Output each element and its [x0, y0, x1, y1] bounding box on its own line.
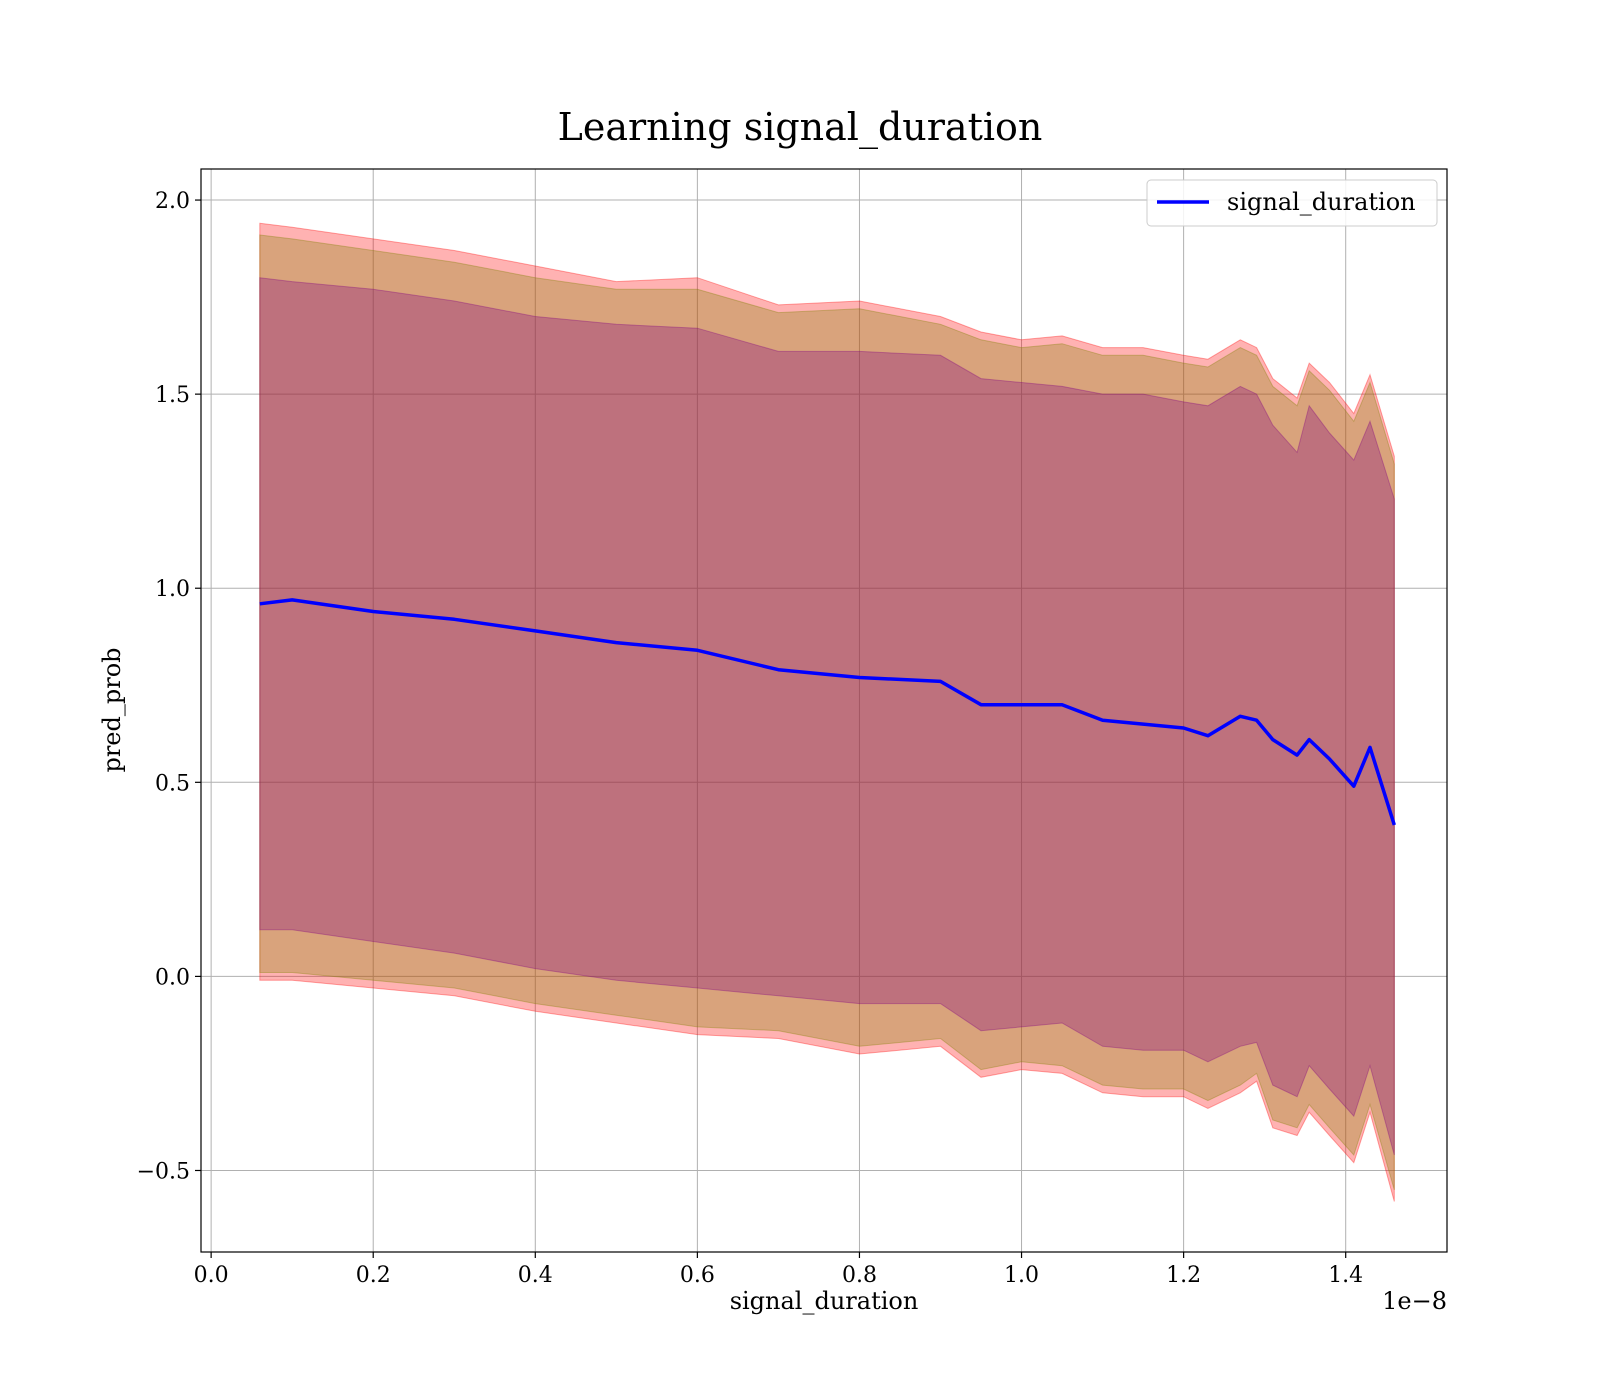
band-outer: [259, 222, 1395, 1202]
x-tick-label: 1.0: [1004, 1263, 1039, 1288]
x-tick-label: 0.0: [194, 1263, 229, 1288]
x-tick-label: 0.4: [518, 1263, 553, 1288]
x-tick-label: 0.6: [680, 1263, 715, 1288]
y-tick-label: 1.5: [155, 383, 190, 408]
y-tick-label: −0.5: [137, 1159, 190, 1184]
y-axis-label: pred_prob: [98, 647, 126, 772]
legend-box: [1146, 179, 1438, 227]
series-line: [259, 598, 1396, 826]
y-tick-label: 2.0: [155, 189, 190, 214]
y-tick-label: 1.0: [155, 577, 190, 602]
x-axis-label: signal_duration: [730, 1287, 919, 1315]
band-inner: [259, 277, 1395, 1156]
plot-frame: [200, 168, 1448, 1253]
confidence-bands: [259, 222, 1395, 1202]
chart-title: Learning signal_duration: [558, 105, 1043, 150]
y-axis-ticks: −0.5 0.0 0.5 1.0 1.5 2.0: [137, 189, 201, 1184]
band-middle: [259, 234, 1395, 1191]
legend: signal_duration: [1146, 179, 1438, 227]
y-tick-label: 0.0: [155, 965, 190, 990]
legend-label: signal_duration: [1227, 188, 1416, 216]
x-tick-label: 0.2: [356, 1263, 391, 1288]
x-axis-offset-label: 1e−8: [1382, 1287, 1447, 1315]
x-tick-label: 1.2: [1166, 1263, 1201, 1288]
x-tick-label: 0.8: [842, 1263, 877, 1288]
y-tick-label: 0.5: [155, 771, 190, 796]
x-tick-label: 1.4: [1328, 1263, 1363, 1288]
series-line-layer: [259, 598, 1396, 826]
x-axis-ticks: 0.0 0.2 0.4 0.6 0.8 1.0 1.2 1.4: [194, 1252, 1363, 1288]
